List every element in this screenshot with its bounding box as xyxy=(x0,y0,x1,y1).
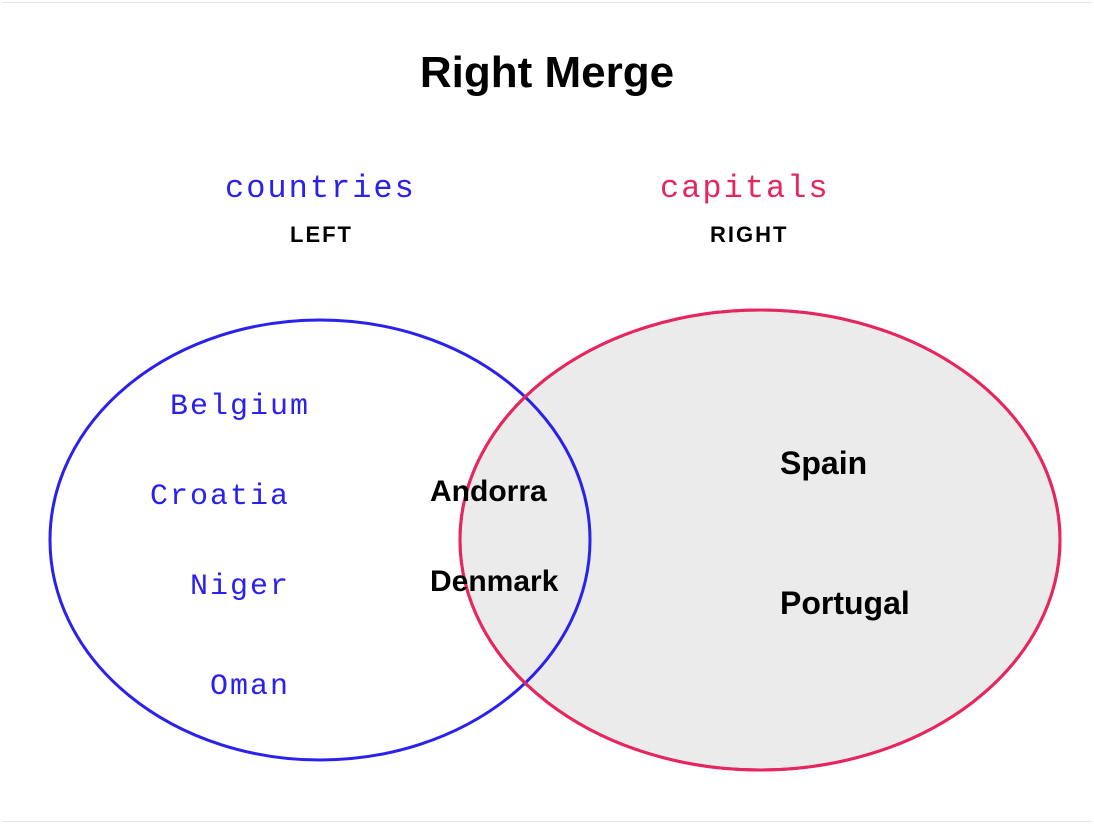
right-item: Portugal xyxy=(780,585,910,622)
left-item: Belgium xyxy=(170,390,310,424)
right-circle xyxy=(460,310,1060,770)
left-set-sublabel: LEFT xyxy=(290,222,353,248)
right-set-header: capitals xyxy=(660,170,830,207)
intersection-item: Andorra xyxy=(430,475,547,509)
intersection-item: Denmark xyxy=(430,565,558,599)
left-item: Oman xyxy=(210,670,290,704)
right-set-sublabel: RIGHT xyxy=(710,222,788,248)
left-item: Croatia xyxy=(150,480,290,514)
diagram-title: Right Merge xyxy=(0,48,1094,98)
left-item: Niger xyxy=(190,570,290,604)
left-set-header: countries xyxy=(225,170,416,207)
right-item: Spain xyxy=(780,445,867,482)
venn-svg xyxy=(0,0,1094,833)
